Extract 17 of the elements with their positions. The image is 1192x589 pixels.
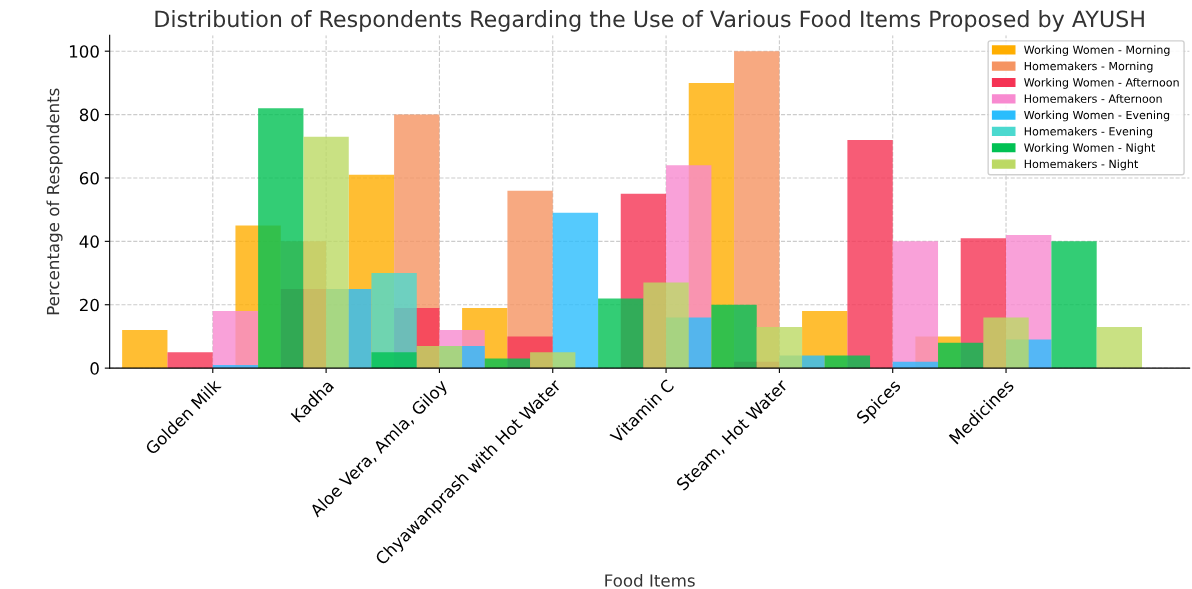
legend-label: Homemakers - Morning (1024, 61, 1153, 73)
legend-label: Working Women - Evening (1024, 110, 1170, 122)
legend-label: Homemakers - Evening (1024, 126, 1153, 138)
y-tick-label: 80 (79, 108, 99, 122)
legend-label: Working Women - Afternoon (1024, 77, 1179, 89)
y-tick-label: 60 (79, 171, 99, 185)
x-axis-title: Food Items (605, 573, 695, 587)
legend-label: Working Women - Night (1024, 143, 1156, 154)
y-tick-label: 0 (90, 362, 99, 375)
y-tick-label: 40 (79, 235, 99, 248)
legend-label: Homemakers - Night (1024, 159, 1139, 171)
legend-label: Working Women - Morning (1024, 45, 1170, 57)
y-tick-label: 100 (69, 45, 99, 58)
y-tick-label: 20 (79, 298, 99, 312)
y-axis-title: Percentage of Respondents (46, 88, 63, 315)
legend-label: Homemakers - Afternoon (1024, 94, 1162, 103)
chart-title: Distribution of Respondents Regarding the Use of Various Food Items Proposed by AYUSH (155, 10, 1144, 32)
